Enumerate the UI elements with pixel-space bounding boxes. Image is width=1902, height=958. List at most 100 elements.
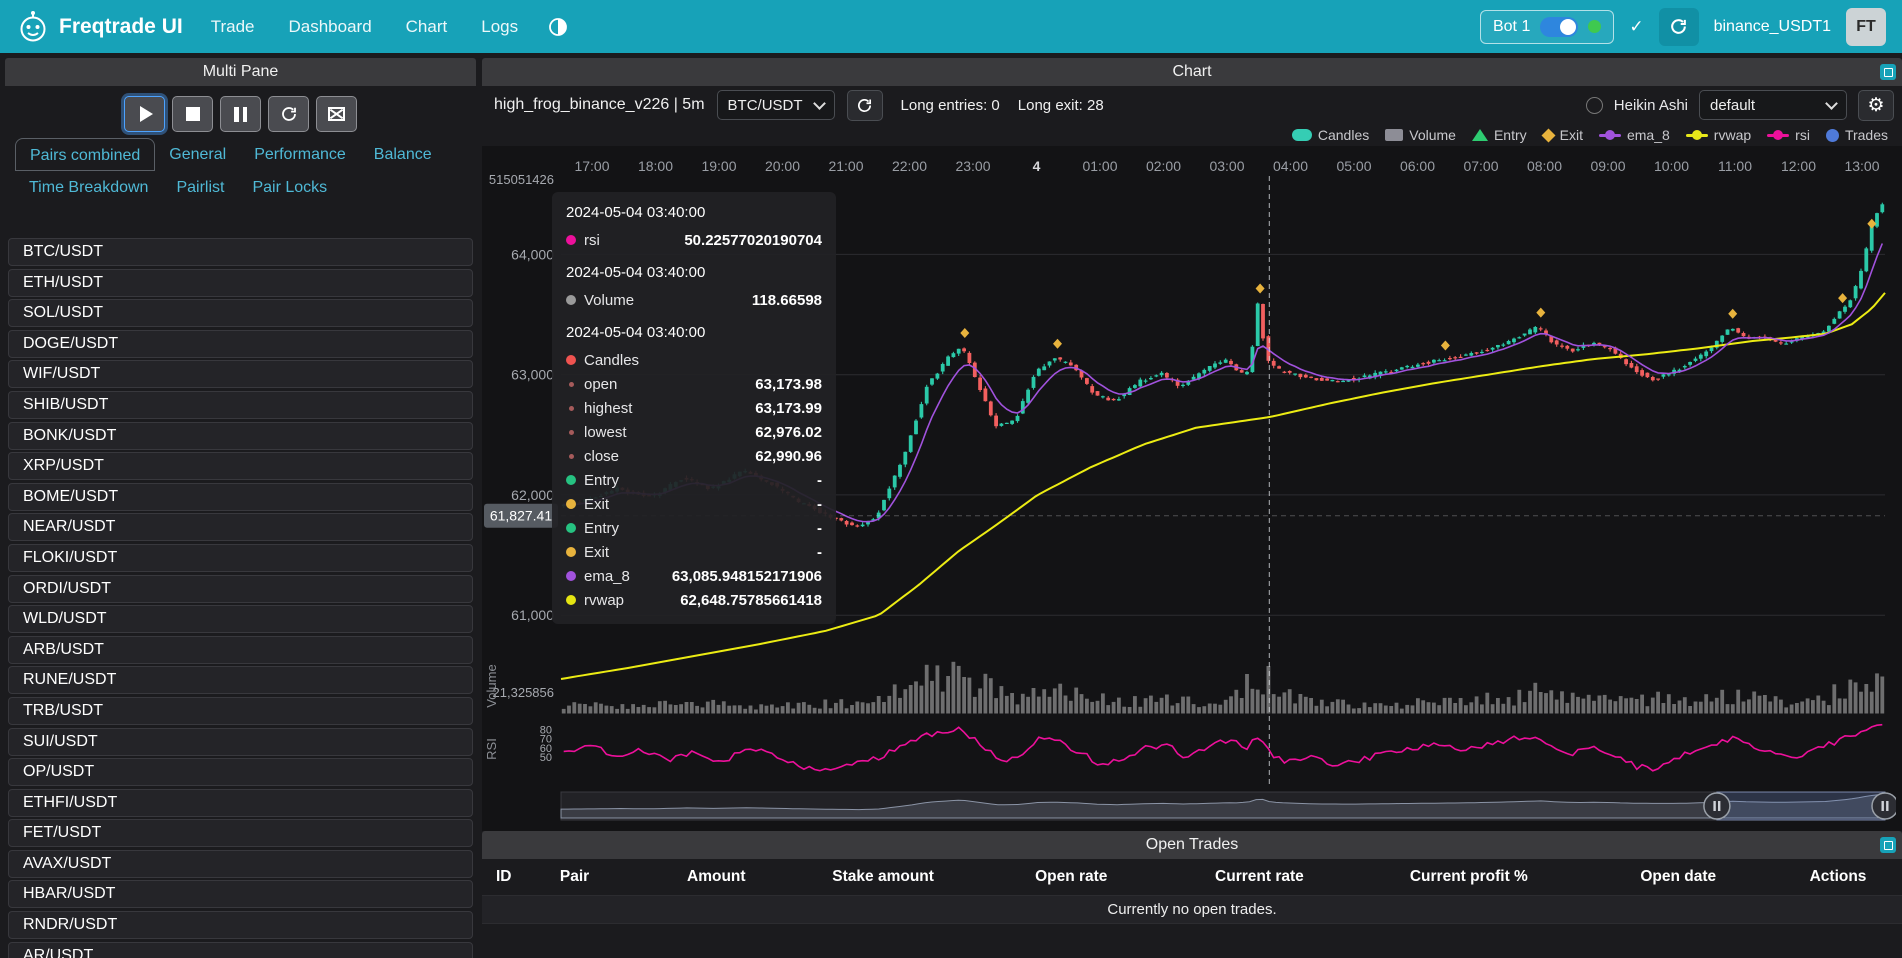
volume-legend-marker-icon	[1385, 129, 1404, 141]
nav-link-dashboard[interactable]: Dashboard	[288, 16, 372, 36]
pair-item[interactable]: AVAX/USDT	[8, 849, 473, 878]
tab-pair-locks[interactable]: Pair Locks	[252, 179, 328, 196]
svg-text:61,827.41: 61,827.41	[490, 508, 552, 524]
open-trades-table-header: ID Pair Amount Stake amount Open rate Current…	[482, 859, 1902, 896]
svg-text:50: 50	[540, 752, 552, 764]
stop-button[interactable]	[172, 96, 213, 132]
pair-select-value: BTC/USDT	[727, 96, 803, 114]
pair-item[interactable]: WIF/USDT	[8, 360, 473, 389]
bot-status-dot	[1588, 20, 1602, 33]
pair-item[interactable]: AR/USDT	[8, 941, 473, 958]
legend-item-rsi[interactable]: rsi	[1767, 127, 1810, 143]
exit-marker-icon	[1867, 218, 1877, 229]
exit-marker-icon	[1536, 307, 1546, 318]
pair-item[interactable]: RNDR/USDT	[8, 911, 473, 940]
pair-item[interactable]: ETH/USDT	[8, 268, 473, 297]
pair-item[interactable]: FET/USDT	[8, 819, 473, 848]
svg-text:13:00: 13:00	[1844, 158, 1879, 174]
main-column: Chart high_frog_binance_v226 | 5m BTC/US…	[482, 58, 1902, 958]
legend-item-entry[interactable]: Entry	[1471, 127, 1527, 143]
panel-lock-icon[interactable]	[1880, 837, 1896, 853]
plot-config-value: default	[1710, 96, 1756, 114]
rsi-marker-icon	[566, 235, 576, 245]
tab-pairlist[interactable]: Pairlist	[176, 179, 225, 196]
pair-item[interactable]: BOME/USDT	[8, 482, 473, 511]
nav-link-trade[interactable]: Trade	[210, 16, 255, 36]
nav-link-chart[interactable]: Chart	[405, 16, 448, 36]
long-exit-label: Long exit: 28	[1017, 96, 1104, 114]
freqtrade-logo-icon	[16, 10, 50, 44]
rvwap-legend-marker-icon	[1685, 130, 1708, 140]
plot-settings-button[interactable]: ⚙	[1858, 89, 1894, 121]
pair-item[interactable]: ETHFI/USDT	[8, 788, 473, 817]
bot-label: Bot 1	[1492, 17, 1531, 35]
svg-text:11:00: 11:00	[1718, 158, 1752, 174]
avatar[interactable]: FT	[1846, 7, 1886, 46]
svg-text:70: 70	[540, 734, 552, 746]
refresh-button[interactable]	[1658, 7, 1699, 46]
legend-label: Exit	[1559, 127, 1583, 143]
tab-general[interactable]: General	[169, 146, 227, 163]
plot-config-select[interactable]: default	[1699, 90, 1847, 120]
sub-marker-icon	[569, 405, 574, 411]
pair-item[interactable]: WLD/USDT	[8, 605, 473, 634]
svg-text:60: 60	[540, 743, 552, 755]
play-button[interactable]	[124, 96, 165, 132]
tab-pairs-combined[interactable]: Pairs combined	[15, 138, 156, 171]
svg-text:01:00: 01:00	[1082, 158, 1117, 174]
panel-lock-icon[interactable]	[1880, 64, 1896, 80]
chart-legend: Candles Volume Entry Exit ema_8 rvwap rsi Trade…	[482, 124, 1902, 146]
column-header-current-profit-: Current profit %	[1409, 868, 1528, 885]
rsi-legend-marker-icon	[1767, 130, 1790, 140]
svg-text:23:00: 23:00	[955, 158, 990, 174]
legend-item-exit[interactable]: Exit	[1541, 127, 1583, 143]
pair-item[interactable]: XRP/USDT	[8, 452, 473, 481]
nav-link-logs[interactable]: Logs	[481, 16, 519, 36]
datazoom-handle-left[interactable]	[1703, 792, 1731, 820]
pair-select[interactable]: BTC/USDT	[716, 90, 835, 120]
legend-item-ema-8[interactable]: ema_8	[1598, 127, 1670, 143]
legend-item-candles[interactable]: Candles	[1291, 127, 1369, 143]
tab-time-breakdown[interactable]: Time Breakdown	[29, 179, 149, 196]
pair-item[interactable]: ORDI/USDT	[8, 574, 473, 603]
forceexit-all-button[interactable]	[316, 96, 357, 132]
pair-item[interactable]: HBAR/USDT	[8, 880, 473, 909]
pair-item[interactable]: FLOKI/USDT	[8, 543, 473, 572]
tooltip-row: Candles	[566, 348, 822, 372]
tab-balance[interactable]: Balance	[373, 146, 432, 163]
pair-item[interactable]: BTC/USDT	[8, 238, 473, 266]
datazoom-handle-right[interactable]	[1871, 792, 1896, 820]
theme-toggle-icon[interactable]	[548, 17, 568, 37]
pair-item[interactable]: NEAR/USDT	[8, 513, 473, 542]
reload-config-button[interactable]	[268, 96, 309, 132]
pause-button[interactable]	[220, 96, 261, 132]
bot-selector[interactable]: Bot 1	[1479, 9, 1615, 44]
pair-item[interactable]: RUNE/USDT	[8, 666, 473, 695]
bot-online-toggle[interactable]	[1540, 16, 1579, 37]
tab-performance[interactable]: Performance	[254, 146, 346, 163]
legend-label: Entry	[1493, 127, 1527, 143]
pair-item[interactable]: SUI/USDT	[8, 727, 473, 756]
autorefresh-check-icon[interactable]: ✓	[1629, 16, 1644, 36]
pair-item[interactable]: SOL/USDT	[8, 299, 473, 328]
pair-item[interactable]: ARB/USDT	[8, 635, 473, 664]
long-entries-label: Long entries: 0	[900, 96, 1000, 114]
exit-marker-icon	[566, 547, 576, 557]
pair-item[interactable]: TRB/USDT	[8, 696, 473, 725]
stop-icon	[185, 107, 200, 121]
heikin-ashi-checkbox[interactable]	[1585, 96, 1603, 114]
legend-item-trades[interactable]: Trades	[1825, 127, 1888, 143]
svg-text:515051426: 515051426	[489, 172, 554, 187]
exit-marker-icon	[1440, 340, 1450, 351]
legend-item-rvwap[interactable]: rvwap	[1685, 127, 1751, 143]
pair-item[interactable]: DOGE/USDT	[8, 329, 473, 358]
legend-item-volume[interactable]: Volume	[1385, 127, 1456, 143]
pair-item[interactable]: SHIB/USDT	[8, 390, 473, 419]
chart-refresh-button[interactable]	[846, 89, 883, 121]
pair-item[interactable]: BONK/USDT	[8, 421, 473, 450]
tooltip-row: highest 63,173.99	[566, 396, 822, 420]
gear-icon: ⚙	[1867, 94, 1885, 116]
entry-marker-icon	[566, 523, 576, 533]
column-header-stake-amount: Stake amount	[832, 868, 934, 885]
pair-item[interactable]: OP/USDT	[8, 758, 473, 787]
